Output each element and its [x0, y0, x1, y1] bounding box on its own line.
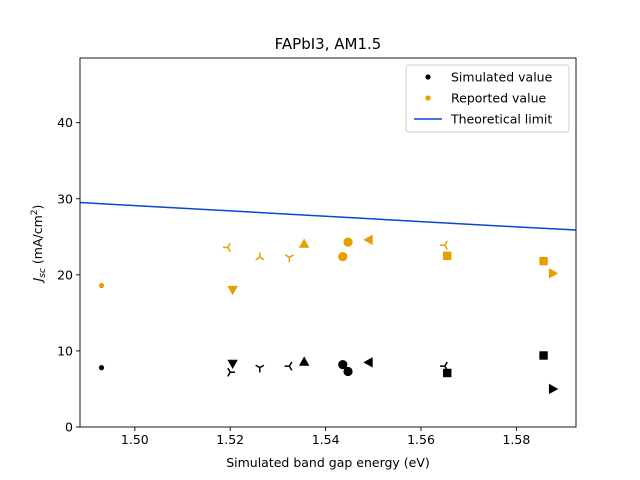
y-tick-label: 30 — [57, 191, 73, 206]
x-tick-label: 1.58 — [502, 432, 530, 447]
y-axis-title-close: ) — [30, 205, 45, 210]
reported-point-9 — [363, 234, 373, 246]
simulated-point-3 — [227, 359, 238, 370]
reported-point-2 — [223, 242, 231, 252]
simulated-point-4 — [255, 364, 265, 373]
simulated-point-12 — [539, 351, 548, 360]
reported-point-7 — [338, 251, 348, 262]
reported-point-1 — [98, 282, 105, 289]
simulated-point-8 — [343, 366, 353, 377]
simulated-point-7 — [338, 360, 348, 370]
simulated-point-13 — [548, 383, 559, 395]
y-tick-label: 20 — [57, 267, 73, 282]
x-tick-label: 1.50 — [121, 432, 149, 447]
x-tick-label: 1.54 — [312, 432, 340, 447]
simulated-point-1 — [98, 365, 105, 371]
reported-point-4 — [255, 252, 265, 261]
simulated-point-9 — [363, 357, 373, 368]
y-axis-title-symbol: J — [30, 277, 45, 284]
simulated-point-6 — [298, 356, 310, 366]
x-tick-label: 1.52 — [216, 432, 244, 447]
y-axis-title: Jsc (mA/cm2) — [30, 205, 48, 285]
y-axis-title-superscript: 2 — [30, 209, 40, 215]
chart-title: FAPbI3, AM1.5 — [275, 35, 382, 53]
simulated-point-2 — [227, 367, 236, 377]
y-tick-label: 0 — [65, 420, 73, 435]
legend-label: Reported value — [451, 91, 546, 106]
reported-point-6 — [298, 238, 310, 248]
legend-dot-swatch — [425, 95, 431, 101]
y-tick-label: 10 — [57, 343, 73, 358]
legend-label: Simulated value — [451, 70, 553, 85]
legend-box — [405, 64, 570, 133]
reported-point-10 — [440, 240, 448, 250]
reported-point-12 — [539, 256, 548, 266]
reported-point-13 — [548, 268, 559, 279]
x-tick-label: 1.56 — [407, 432, 435, 447]
legend-label: Theoretical limit — [450, 112, 552, 127]
reported-point-11 — [443, 251, 452, 261]
legend-dot-swatch — [425, 74, 431, 80]
reported-point-3 — [227, 285, 238, 296]
reported-point-8 — [343, 237, 353, 247]
y-axis-title-unit: (mA/cm — [30, 215, 45, 268]
x-axis-title: Simulated band gap energy (eV) — [226, 455, 430, 470]
theoretical-limit-line — [80, 201, 576, 231]
legend: Simulated value Reported value Theoretical… — [405, 64, 570, 133]
reported-point-5 — [284, 254, 294, 263]
y-axis-title-subscript: sc — [38, 268, 48, 278]
y-tick-label: 40 — [57, 115, 73, 130]
plot-frame — [79, 57, 577, 428]
simulated-point-5 — [284, 361, 293, 371]
simulated-point-11 — [443, 368, 452, 378]
